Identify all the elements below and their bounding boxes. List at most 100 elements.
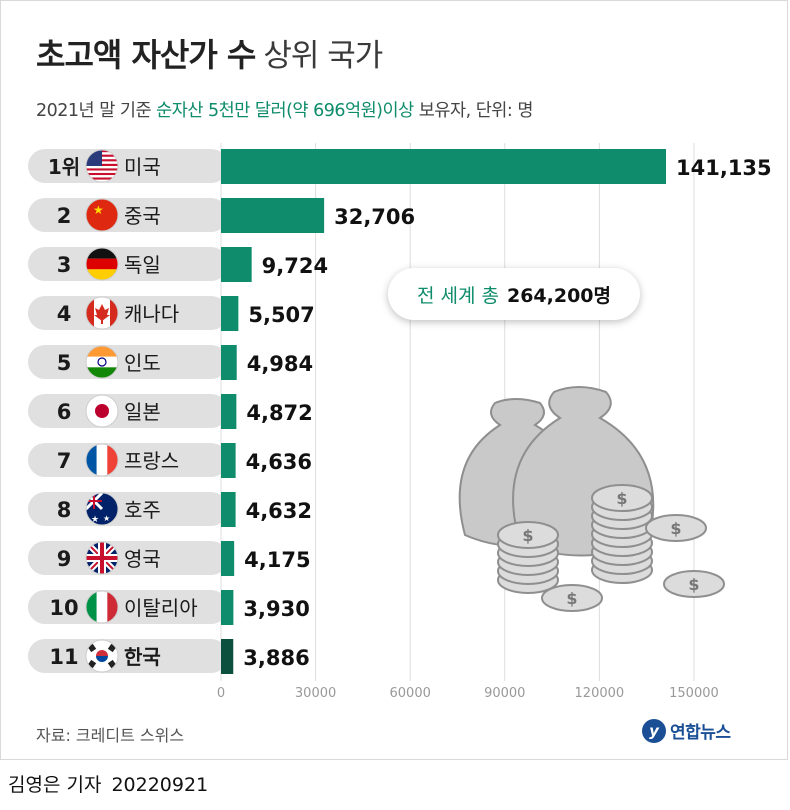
bar <box>221 247 252 282</box>
value-label: 4,872 <box>246 401 312 425</box>
category-row-label: 8 ★★ 호주 <box>28 492 228 526</box>
x-axis: 0 30000 60000 90000 120000 150000 <box>217 686 719 701</box>
infographic-frame <box>0 0 788 760</box>
bar <box>221 639 234 674</box>
source-note: 자료: 크레디트 스위스 <box>36 726 185 745</box>
flag-it-icon <box>85 590 119 624</box>
money-bags-illustration: $ $ $ $ $ <box>458 386 725 612</box>
rank-label: 8 <box>57 498 72 522</box>
total-annotation: 전 세계 총 264,200명 <box>388 268 640 320</box>
bar <box>221 590 234 625</box>
dollar-sign-icon: $ <box>566 589 577 608</box>
coin <box>497 521 559 549</box>
x-tick-label: 90000 <box>484 686 525 701</box>
bar <box>221 296 239 331</box>
category-row-label: 2 ★ 중국 <box>28 198 228 232</box>
value-label: 32,706 <box>334 205 415 229</box>
x-tick-label: 0 <box>217 686 225 701</box>
label-pill <box>28 541 228 575</box>
label-pill <box>28 443 228 477</box>
logo-text: 연합뉴스 <box>670 723 731 743</box>
label-pill <box>28 247 228 281</box>
value-label: 141,135 <box>676 156 772 180</box>
country-name: 한국 <box>124 645 161 669</box>
country-name: 프랑스 <box>124 449 179 473</box>
title-bold: 초고액 자산가 수 <box>36 36 256 74</box>
label-pill <box>28 492 228 526</box>
flag-kr-icon <box>85 639 119 673</box>
rank-label: 11 <box>49 645 78 669</box>
label-pill <box>28 590 228 624</box>
title-light: 상위 국가 <box>263 38 383 74</box>
flag-de-icon <box>85 247 119 281</box>
rank-label: 10 <box>49 596 78 620</box>
bar <box>221 149 666 184</box>
rank-label: 1위 <box>48 155 80 179</box>
category-row-label: 9 영국 <box>28 541 228 575</box>
bar <box>221 443 236 478</box>
country-name: 이탈리아 <box>124 596 198 620</box>
x-tick-label: 150000 <box>669 686 719 701</box>
country-name: 일본 <box>124 400 161 424</box>
coin <box>591 484 653 512</box>
value-label: 4,632 <box>246 499 312 523</box>
bar <box>221 345 237 380</box>
dollar-sign-icon: $ <box>670 519 681 538</box>
x-tick-label: 120000 <box>575 686 625 701</box>
category-row-label: 10 이탈리아 <box>28 590 228 624</box>
country-name: 중국 <box>124 204 161 228</box>
flag-au-icon: ★★ <box>85 492 119 526</box>
publish-date: 20220921 <box>111 774 209 796</box>
bar <box>221 394 237 429</box>
label-pill <box>28 345 228 379</box>
category-row-label: 7 프랑스 <box>28 443 228 477</box>
flag-in-icon <box>85 345 119 379</box>
bars: 141,135 32,706 9,724 5,507 4,984 4,872 4,636 4,… <box>221 149 772 674</box>
value-label: 4,636 <box>246 450 312 474</box>
value-label: 4,175 <box>244 548 310 572</box>
category-row-label: 4 캐나다 <box>28 296 228 330</box>
rank-label: 4 <box>57 302 72 326</box>
yonhap-logo: y 연합뉴스 <box>642 718 731 743</box>
rank-label: 6 <box>57 400 72 424</box>
reporter-name: 김영은 기자 <box>8 774 102 796</box>
x-tick-label: 60000 <box>390 686 431 701</box>
svg-text:★: ★ <box>91 515 99 525</box>
country-name: 미국 <box>124 155 161 179</box>
svg-text:★: ★ <box>93 203 104 217</box>
subtitle-post: 보유자, 단위: 명 <box>413 101 534 121</box>
dollar-sign-icon: $ <box>616 489 627 508</box>
flag-us-icon <box>85 149 119 183</box>
category-row-label: 1위 미국 <box>28 149 228 183</box>
flag-cn-icon: ★ <box>85 198 119 232</box>
label-pill <box>28 296 228 330</box>
x-tick-label: 30000 <box>295 686 336 701</box>
byline: 김영은 기자 20220921 <box>8 770 208 797</box>
rank-label: 7 <box>57 449 72 473</box>
flag-fr-icon <box>85 443 119 477</box>
rank-label: 2 <box>57 204 72 228</box>
logo-mark-icon: y <box>642 718 666 743</box>
svg-text:★: ★ <box>103 514 110 523</box>
country-name: 호주 <box>124 498 161 522</box>
coin <box>645 514 707 542</box>
country-name: 독일 <box>124 253 161 277</box>
value-label: 9,724 <box>262 254 328 278</box>
dollar-sign-icon: $ <box>688 575 699 594</box>
total-value: 264,200명 <box>506 284 612 307</box>
coin <box>541 584 603 612</box>
label-pill <box>28 639 228 673</box>
category-row-label: 11 한국 <box>28 639 228 673</box>
flag-ca-icon <box>85 296 119 330</box>
label-pill <box>28 394 228 428</box>
bar <box>221 492 236 527</box>
value-label: 3,886 <box>243 646 309 670</box>
chart-title: 초고액 자산가 수 상위 국가 <box>36 30 383 76</box>
rank-label: 5 <box>57 351 72 375</box>
subtitle-accent: 순자산 5천만 달러(약 696억원)이상 <box>156 101 414 121</box>
dollar-sign-icon: $ <box>522 526 533 545</box>
rank-label: 9 <box>57 547 72 571</box>
category-row-label: 5 인도 <box>28 345 228 379</box>
